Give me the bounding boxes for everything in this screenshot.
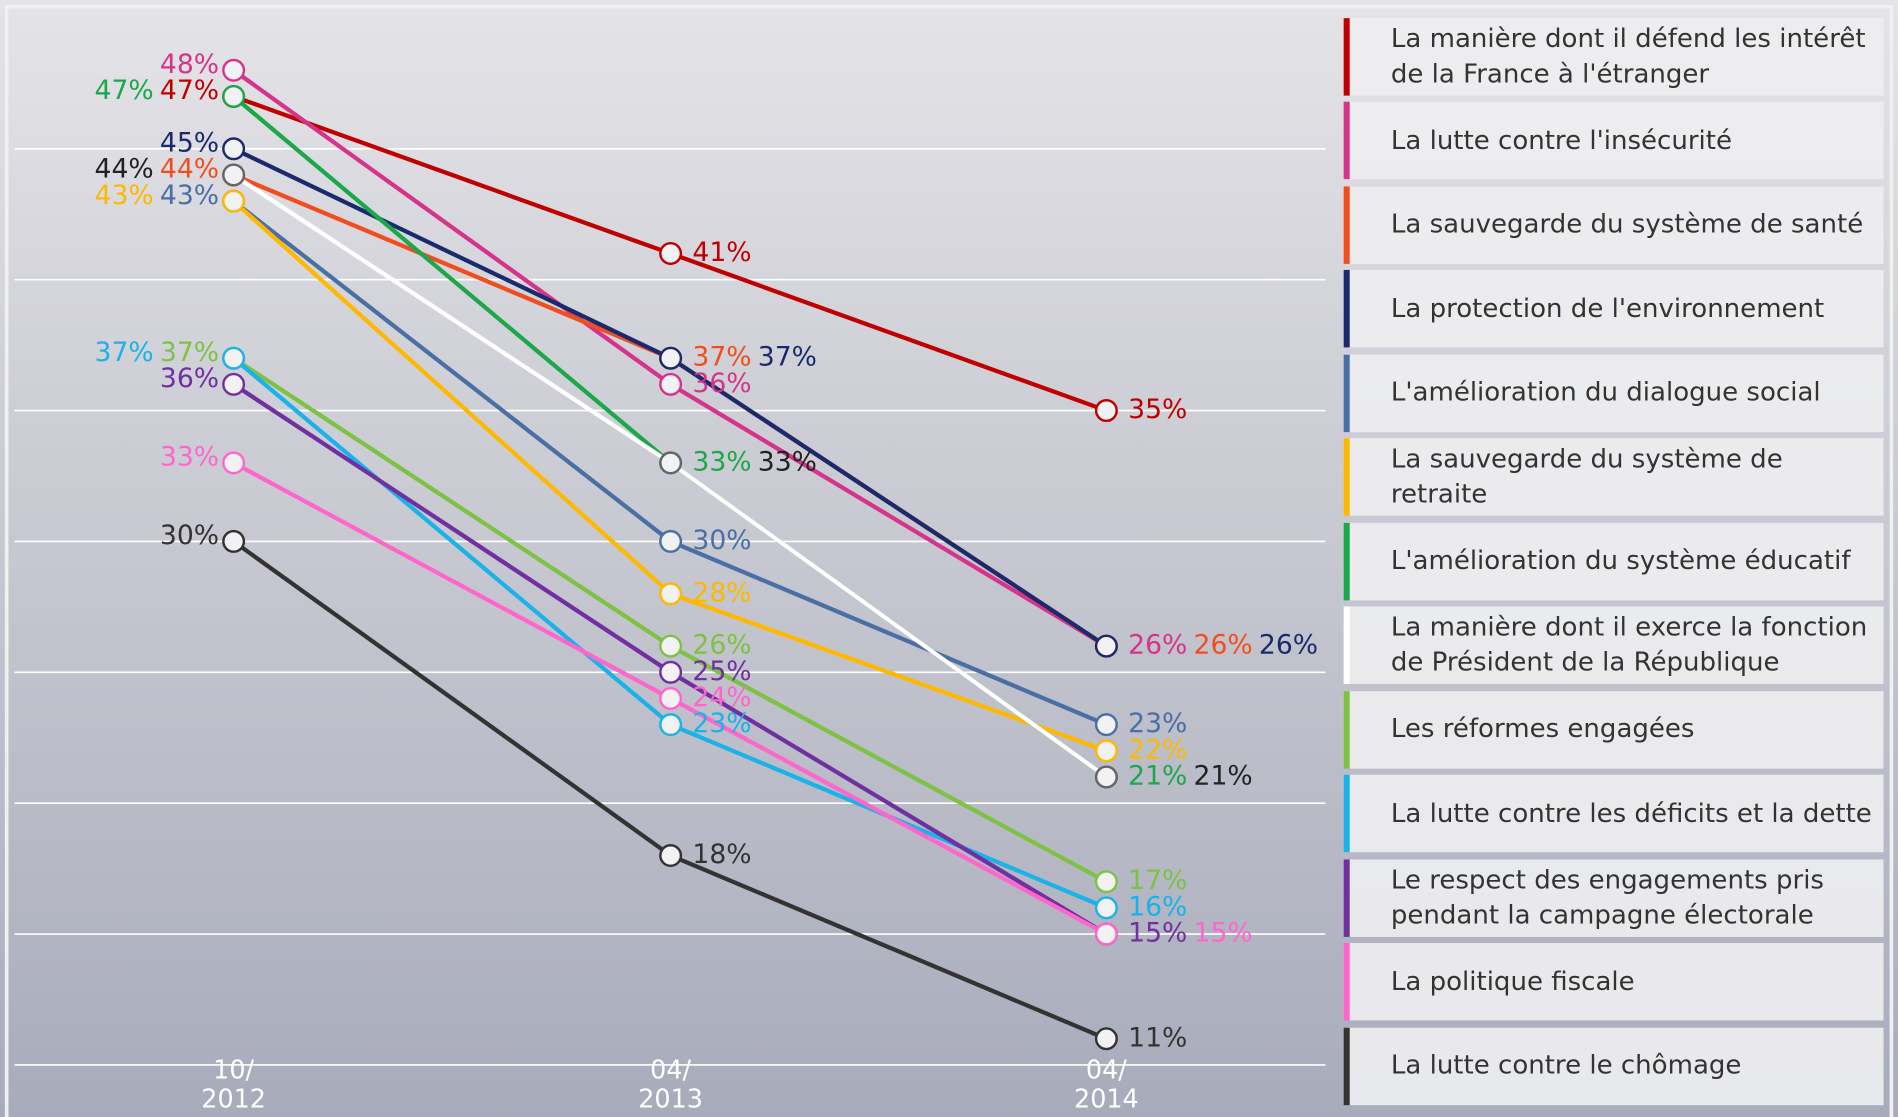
legend-entry: La politique fiscale	[1344, 943, 1884, 1020]
data-label: 33%	[758, 446, 817, 477]
point-marker	[1096, 741, 1117, 762]
series-line	[234, 541, 1107, 1038]
legend-entry: La protection de l'environnement	[1344, 270, 1884, 347]
point-marker	[660, 243, 681, 264]
point-marker	[223, 348, 244, 369]
series-line	[234, 149, 1107, 646]
point-marker	[660, 688, 681, 709]
legend-entry: La manière dont il exerce la fonction de…	[1344, 607, 1884, 684]
point-marker	[1096, 767, 1117, 788]
data-label: 33%	[692, 446, 751, 477]
data-label: 45%	[160, 127, 219, 158]
data-label: 11%	[1128, 1022, 1187, 1053]
point-marker	[660, 453, 681, 474]
point-marker	[223, 60, 244, 81]
point-marker	[660, 845, 681, 866]
legend-entry: L'amélioration du système éducatif	[1344, 523, 1884, 600]
data-label: 44%	[95, 154, 154, 185]
legend-entry: Le respect des engagements pris pendant …	[1344, 859, 1884, 936]
legend-entry: La lutte contre le chômage	[1344, 1027, 1884, 1104]
series-line	[234, 175, 1107, 777]
point-marker	[223, 191, 244, 212]
point-marker	[660, 636, 681, 657]
point-marker	[660, 583, 681, 604]
point-marker	[1096, 714, 1117, 735]
data-label: 37%	[95, 337, 154, 368]
page: 47% 41% 35% 48% 36% 26% 44% 37% 26% 45% 37% 26% 43% 3…	[0, 0, 1898, 1117]
point-marker	[1096, 400, 1117, 421]
point-marker	[660, 374, 681, 395]
point-marker	[660, 714, 681, 735]
x-tick-label: 04/ 2014	[1070, 1056, 1143, 1114]
data-label: 21%	[1128, 761, 1187, 792]
data-label: 43%	[160, 180, 219, 211]
data-label: 18%	[692, 839, 751, 870]
legend-entry: La lutte contre les déficits et la dette	[1344, 775, 1884, 852]
data-label: 26%	[1128, 630, 1187, 661]
point-marker	[223, 453, 244, 474]
legend-entry: La sauvegarde du système de retraite	[1344, 439, 1884, 516]
chart: 47% 41% 35% 48% 36% 26% 44% 37% 26% 45% 37% 26% 43% 3…	[0, 0, 1898, 1117]
point-marker	[660, 348, 681, 369]
data-label: 35%	[1128, 394, 1187, 425]
data-label: 28%	[692, 577, 751, 608]
legend-entry: La sauvegarde du système de santé	[1344, 186, 1884, 263]
point-marker	[1096, 636, 1117, 657]
point-marker	[660, 662, 681, 683]
point-marker	[1096, 898, 1117, 919]
point-marker	[223, 165, 244, 186]
data-label: 41%	[692, 237, 751, 268]
data-label: 33%	[160, 442, 219, 473]
data-label: 30%	[692, 525, 751, 556]
data-label: 47%	[95, 75, 154, 106]
data-label: 37%	[758, 342, 817, 373]
data-label: 37%	[692, 342, 751, 373]
data-label: 15%	[1194, 918, 1253, 949]
point-marker	[223, 86, 244, 107]
point-marker	[1096, 871, 1117, 892]
legend-entry: La lutte contre l'insécurité	[1344, 102, 1884, 179]
point-marker	[223, 374, 244, 395]
point-marker	[660, 531, 681, 552]
data-label: 21%	[1194, 761, 1253, 792]
data-label: 26%	[1259, 630, 1318, 661]
data-label: 30%	[160, 520, 219, 551]
point-marker	[223, 139, 244, 160]
data-label: 48%	[160, 49, 219, 80]
point-marker	[1096, 1028, 1117, 1049]
point-marker	[223, 531, 244, 552]
data-label: 36%	[160, 363, 219, 394]
legend-entry: L'amélioration du dialogue social	[1344, 354, 1884, 431]
legend-entry: Les réformes engagées	[1344, 691, 1884, 768]
x-tick-label: 10/ 2012	[197, 1056, 270, 1114]
x-tick-label: 04/ 2013	[634, 1056, 707, 1114]
data-label: 15%	[1128, 918, 1187, 949]
legend-entry: La manière dont il défend les intérêt de…	[1344, 18, 1884, 95]
data-label: 26%	[1194, 630, 1253, 661]
point-marker	[1096, 924, 1117, 945]
data-label: 24%	[692, 682, 751, 713]
